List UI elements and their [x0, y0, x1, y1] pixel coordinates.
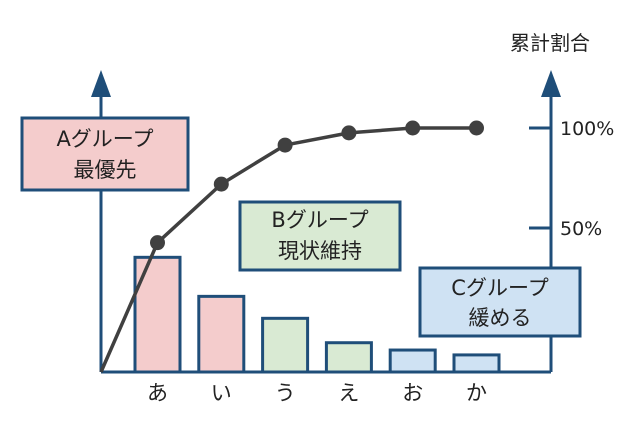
category-label-4: え — [338, 381, 359, 405]
cumulative-point-1 — [150, 235, 165, 251]
group-b-note: 現状維持 — [278, 239, 362, 263]
category-labels-group: あいうえおか — [147, 381, 487, 405]
bar-5 — [388, 348, 437, 374]
bar-4 — [324, 341, 373, 374]
cumulative-series-group — [99, 120, 484, 373]
category-label-3: う — [275, 381, 296, 405]
group-a-title: Aグループ — [56, 127, 153, 151]
group-b-title: Bグループ — [271, 208, 368, 232]
cumulative-point-5 — [405, 120, 421, 136]
group-c-note: 緩める — [469, 306, 532, 330]
cumulative-point-6 — [469, 120, 484, 136]
group-a-box — [20, 116, 190, 192]
bar-2 — [197, 294, 246, 374]
bars-group — [133, 255, 501, 374]
category-label-6: か — [466, 381, 487, 405]
category-label-2: い — [211, 381, 232, 405]
bar-6 — [452, 353, 501, 374]
group-c-annotation: Cグループ 緩める — [418, 266, 582, 338]
axis-labels-group: 累計割合 100% 50% — [510, 31, 614, 240]
tick-label-100: 100% — [560, 118, 614, 140]
cumulative-point-4 — [341, 125, 357, 141]
right-axis-arrow-icon — [541, 70, 561, 97]
group-b-box — [238, 200, 402, 272]
annotations-group: Aグループ 最優先 Bグループ 現状維持 Cグループ 緩める — [20, 116, 582, 338]
group-a-annotation: Aグループ 最優先 — [20, 116, 190, 192]
cumulative-point-2 — [213, 176, 229, 192]
cumulative-point-3 — [277, 137, 293, 153]
group-a-note: 最優先 — [74, 158, 137, 182]
bar-3 — [261, 316, 310, 374]
group-c-box — [418, 266, 582, 338]
group-b-annotation: Bグループ 現状維持 — [238, 200, 402, 272]
category-label-5: お — [402, 381, 423, 405]
tick-label-50: 50% — [560, 218, 602, 240]
category-label-1: あ — [147, 381, 168, 405]
right-axis-title: 累計割合 — [510, 31, 590, 55]
group-c-title: Cグループ — [451, 276, 548, 300]
left-axis-arrow-icon — [91, 70, 111, 97]
